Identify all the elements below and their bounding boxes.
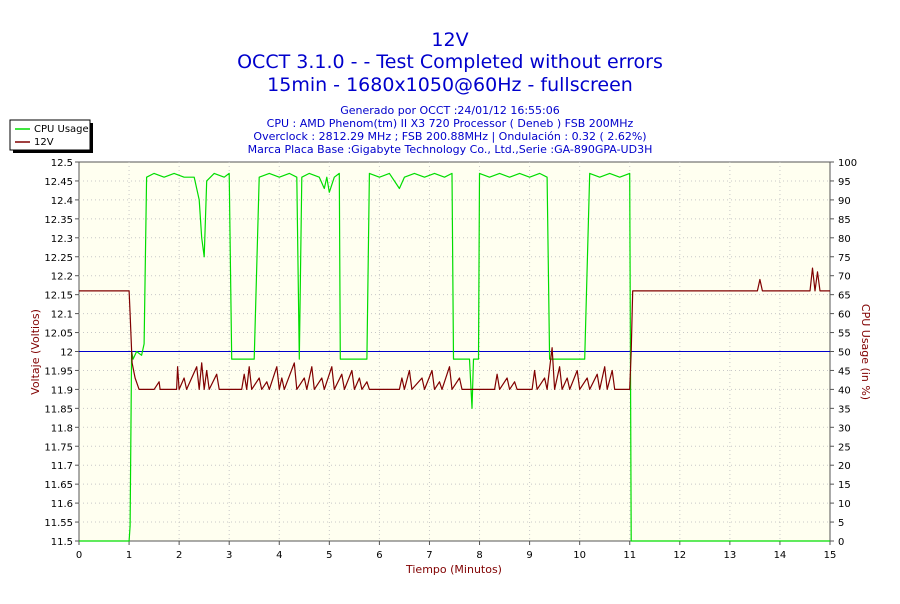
y-tick-label: 11.7 xyxy=(51,461,73,472)
y2-tick-label: 65 xyxy=(838,291,851,302)
y-tick-label: 11.65 xyxy=(44,480,73,491)
y2-tick-label: 55 xyxy=(838,329,851,340)
y2-tick-label: 60 xyxy=(838,310,851,321)
x-tick-label: 13 xyxy=(723,550,736,561)
info-overclock: Overclock : 2812.29 MHz ; FSB 200.88MHz … xyxy=(253,130,646,143)
y-tick-label: 12.25 xyxy=(44,253,73,264)
y-tick-label: 11.95 xyxy=(44,366,73,377)
x-tick-label: 0 xyxy=(76,550,82,561)
x-axis-label: Tiempo (Minutos) xyxy=(405,563,502,576)
series-layer xyxy=(79,172,830,542)
y-axis-label: Voltaje (Voltios) xyxy=(29,309,42,395)
info-cpu: CPU : AMD Phenom(tm) II X3 720 Processor… xyxy=(267,117,634,130)
y2-tick-label: 100 xyxy=(838,158,857,169)
y-tick-label: 11.8 xyxy=(51,423,73,434)
y-tick-label: 11.75 xyxy=(44,442,73,453)
y-tick-label: 12.05 xyxy=(44,329,73,340)
y2-tick-label: 75 xyxy=(838,253,851,264)
legend: CPU Usage 12V xyxy=(9,119,93,153)
chart-subtitle-1: OCCT 3.1.0 - - Test Completed without er… xyxy=(237,51,663,73)
y2-tick-label: 40 xyxy=(838,385,851,396)
series-line-cpu-usage xyxy=(79,172,830,542)
chart-title: 12V xyxy=(431,29,468,51)
axis-ticks: 0 1 2 3 4 5 6 7 8 9 10 11 12 13 14 1511.511.5511.611.65… xyxy=(44,158,857,561)
y-tick-label: 11.9 xyxy=(51,385,73,396)
legend-label-12v: 12V xyxy=(34,137,54,148)
x-tick-label: 9 xyxy=(526,550,532,561)
chart-subtitle-2: 15min - 1680x1050@60Hz - fullscreen xyxy=(267,74,633,96)
y2-tick-label: 50 xyxy=(838,348,851,359)
info-motherboard: Marca Placa Base :Gigabyte Technology Co… xyxy=(248,143,653,156)
y-tick-label: 11.5 xyxy=(51,537,73,548)
y2-tick-label: 95 xyxy=(838,177,851,188)
info-generated: Generado por OCCT :24/01/12 16:55:06 xyxy=(340,104,559,117)
y2-tick-label: 80 xyxy=(838,234,851,245)
x-tick-label: 2 xyxy=(176,550,182,561)
y-tick-label: 11.85 xyxy=(44,404,73,415)
y2-tick-label: 15 xyxy=(838,480,851,491)
y-tick-label: 12 xyxy=(60,348,73,359)
x-tick-label: 3 xyxy=(226,550,232,561)
x-tick-label: 1 xyxy=(126,550,132,561)
y2-tick-label: 25 xyxy=(838,442,851,453)
y-tick-label: 11.55 xyxy=(44,518,73,529)
y2-tick-label: 0 xyxy=(838,537,844,548)
y-tick-label: 12.45 xyxy=(44,177,73,188)
legend-label-cpu: CPU Usage xyxy=(34,124,89,135)
x-tick-label: 10 xyxy=(573,550,586,561)
y2-tick-label: 85 xyxy=(838,215,851,226)
x-tick-label: 14 xyxy=(774,550,787,561)
x-tick-label: 15 xyxy=(824,550,837,561)
series-line-12v xyxy=(79,267,830,390)
y2-tick-label: 70 xyxy=(838,272,851,283)
y-tick-label: 12.5 xyxy=(51,158,73,169)
y2-tick-label: 20 xyxy=(838,461,851,472)
x-tick-label: 12 xyxy=(673,550,686,561)
legend-box xyxy=(9,119,91,151)
y-tick-label: 12.35 xyxy=(44,215,73,226)
y2-tick-label: 30 xyxy=(838,423,851,434)
x-tick-label: 7 xyxy=(426,550,432,561)
x-tick-label: 11 xyxy=(623,550,636,561)
y-tick-label: 12.4 xyxy=(51,196,73,207)
y2-tick-label: 90 xyxy=(838,196,851,207)
y-tick-label: 12.3 xyxy=(51,234,73,245)
y2-tick-label: 35 xyxy=(838,404,851,415)
y2-tick-label: 10 xyxy=(838,499,851,510)
x-tick-label: 6 xyxy=(376,550,382,561)
y-tick-label: 12.15 xyxy=(44,291,73,302)
y-tick-label: 11.6 xyxy=(51,499,73,510)
x-tick-label: 5 xyxy=(326,550,332,561)
x-tick-label: 8 xyxy=(476,550,482,561)
x-tick-label: 4 xyxy=(276,550,282,561)
y-tick-label: 12.1 xyxy=(51,310,73,321)
y2-axis-label: CPU Usage (in %) xyxy=(859,304,872,400)
y2-tick-label: 5 xyxy=(838,518,844,529)
y2-tick-label: 45 xyxy=(838,366,851,377)
y-tick-label: 12.2 xyxy=(51,272,73,283)
